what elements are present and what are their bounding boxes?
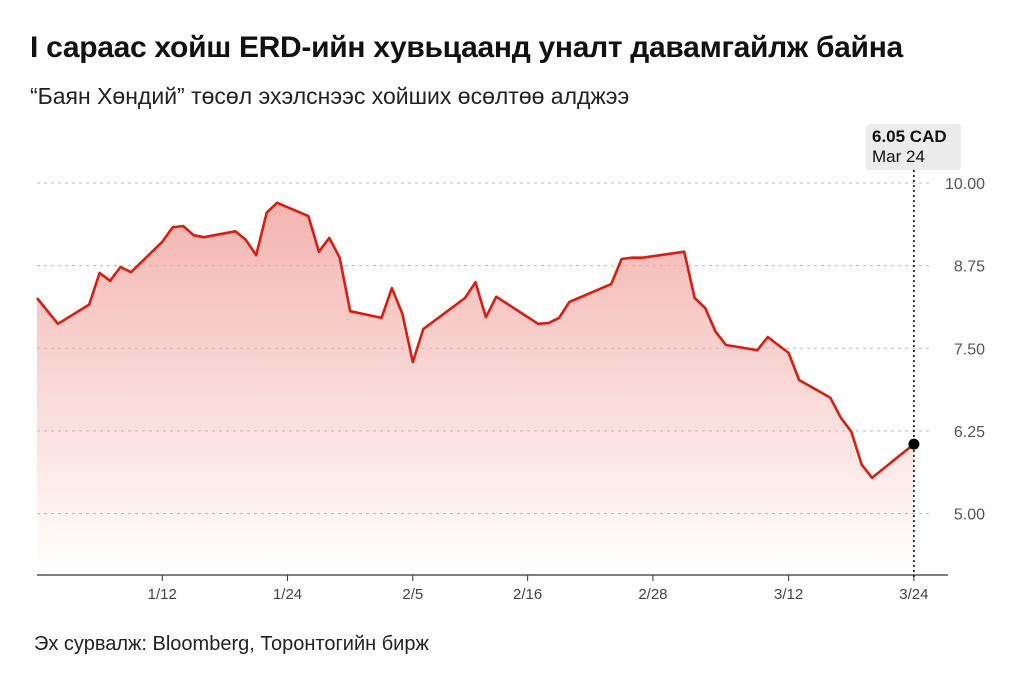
- highlight-point[interactable]: [908, 438, 920, 450]
- y-tick-label: 8.75: [954, 259, 985, 276]
- y-tick-label: 10.00: [945, 176, 985, 193]
- x-tick-label: 3/12: [774, 586, 803, 603]
- y-tick-label: 5.00: [954, 507, 985, 524]
- chart-title: I сараас хойш ERD-ийн хувьцаанд уналт да…: [30, 31, 903, 64]
- x-tick-label: 2/5: [402, 586, 423, 603]
- tooltip-date: Mar 24: [872, 147, 925, 166]
- x-tick-label: 2/28: [638, 586, 667, 603]
- y-tick-label: 7.50: [954, 341, 985, 358]
- source-note: Эх сурвалж: Bloomberg, Торонтогийн бирж: [34, 633, 429, 655]
- y-tick-label: 6.25: [954, 424, 985, 441]
- x-tick-label: 2/16: [513, 586, 542, 603]
- price-area: [37, 202, 914, 576]
- x-tick-label: 1/24: [273, 586, 302, 603]
- tooltip: 6.05 CAD Mar 24: [866, 124, 961, 170]
- tooltip-value: 6.05 CAD: [872, 127, 947, 146]
- x-tick-label: 1/12: [148, 586, 177, 603]
- chart-subtitle: “Баян Хөндий” төсөл эхэлснээс хойших өсө…: [30, 83, 630, 109]
- x-tick-label: 3/24: [899, 586, 928, 603]
- price-line: [35, 201, 915, 480]
